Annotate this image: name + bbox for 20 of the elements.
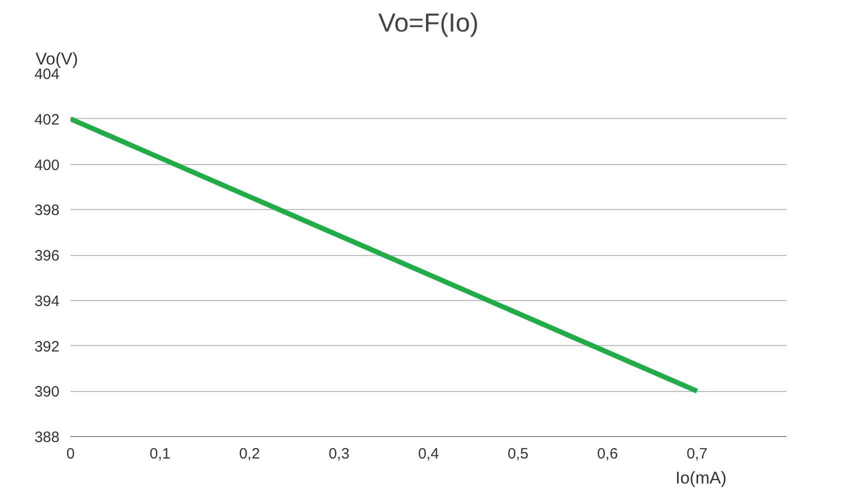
x-tick-label: 0 xyxy=(66,446,75,462)
x-tick-label: 0,6 xyxy=(597,446,618,462)
y-tick-label: 388 xyxy=(34,429,60,446)
x-tick-label: 0,4 xyxy=(418,446,439,462)
y-tick-label: 398 xyxy=(34,202,60,220)
y-tick-label: 390 xyxy=(34,384,60,401)
x-tick-label: 0,7 xyxy=(686,446,708,462)
y-tick-label: 396 xyxy=(34,248,60,264)
y-tick-label: 394 xyxy=(34,292,60,310)
x-tick-label: 0,1 xyxy=(150,446,170,462)
y-tick-label: 402 xyxy=(34,111,60,128)
y-axis-title: Vo(V) xyxy=(36,50,78,68)
x-tick-label: 0,2 xyxy=(239,446,260,462)
x-axis-title: Io(mA) xyxy=(676,468,726,488)
chart-title: Vo=F(Io) xyxy=(378,8,479,38)
y-tick-label: 392 xyxy=(34,338,60,356)
y-tick-label: 404 xyxy=(34,66,60,83)
x-tick-label: 0,3 xyxy=(328,446,350,462)
x-tick-label: 0,5 xyxy=(508,446,528,462)
y-tick-label: 400 xyxy=(34,156,60,174)
